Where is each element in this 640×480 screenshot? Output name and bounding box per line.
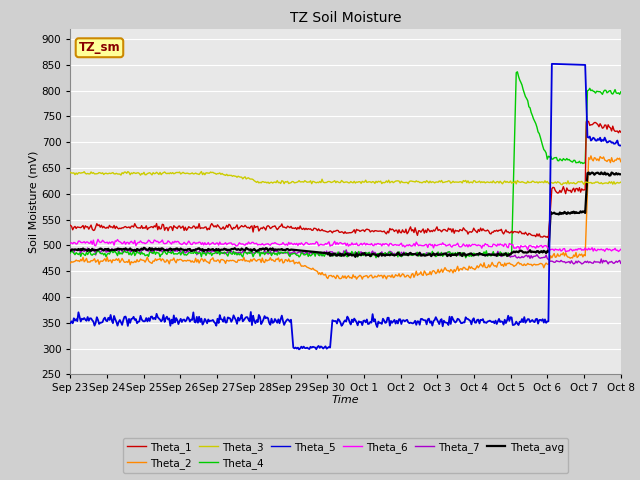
Line: Theta_2: Theta_2 bbox=[70, 156, 621, 279]
Theta_7 bbox=[376, 251, 383, 256]
Theta_7 bbox=[472, 252, 480, 258]
Theta_7 bbox=[84, 245, 92, 251]
Theta_7 bbox=[570, 261, 577, 267]
Theta_3 bbox=[239, 176, 246, 182]
Theta_4 bbox=[569, 159, 577, 165]
Theta_5 bbox=[376, 320, 383, 326]
Line: Theta_6: Theta_6 bbox=[70, 240, 621, 252]
Theta_1 bbox=[471, 228, 479, 233]
Theta_avg bbox=[351, 254, 359, 260]
Theta_5 bbox=[300, 344, 307, 349]
Theta_5 bbox=[548, 61, 556, 67]
X-axis label: Time: Time bbox=[332, 395, 360, 405]
Theta_6 bbox=[402, 243, 410, 249]
Theta_1 bbox=[67, 222, 74, 228]
Theta_6 bbox=[239, 241, 246, 247]
Theta_7 bbox=[568, 258, 575, 264]
Theta_avg bbox=[238, 246, 246, 252]
Theta_2 bbox=[472, 265, 480, 271]
Theta_avg bbox=[402, 252, 410, 257]
Line: Theta_4: Theta_4 bbox=[70, 72, 621, 258]
Theta_2 bbox=[376, 273, 383, 279]
Theta_avg bbox=[617, 171, 625, 177]
Theta_4 bbox=[462, 255, 470, 261]
Theta_6 bbox=[67, 240, 74, 246]
Theta_3 bbox=[402, 180, 410, 185]
Theta_7 bbox=[402, 251, 410, 257]
Line: Theta_1: Theta_1 bbox=[70, 121, 621, 238]
Line: Theta_7: Theta_7 bbox=[70, 248, 621, 264]
Theta_4 bbox=[238, 253, 246, 259]
Theta_6 bbox=[562, 249, 570, 254]
Theta_3 bbox=[300, 179, 307, 185]
Theta_2 bbox=[617, 159, 625, 165]
Y-axis label: Soil Moisture (mV): Soil Moisture (mV) bbox=[29, 150, 39, 253]
Theta_3 bbox=[617, 179, 625, 185]
Theta_2 bbox=[568, 255, 575, 261]
Theta_7 bbox=[300, 251, 307, 256]
Theta_2 bbox=[402, 274, 410, 280]
Text: TZ_sm: TZ_sm bbox=[79, 41, 120, 54]
Theta_3 bbox=[67, 169, 74, 175]
Theta_5 bbox=[472, 320, 480, 325]
Theta_6 bbox=[617, 246, 625, 252]
Theta_4 bbox=[472, 252, 480, 258]
Theta_4 bbox=[67, 250, 74, 256]
Theta_2 bbox=[353, 276, 360, 282]
Theta_1 bbox=[401, 229, 408, 235]
Theta_7 bbox=[617, 261, 625, 266]
Theta_avg bbox=[67, 248, 74, 253]
Theta_3 bbox=[376, 179, 383, 185]
Theta_4 bbox=[299, 250, 307, 256]
Theta_1 bbox=[584, 118, 591, 124]
Theta_avg bbox=[299, 248, 307, 253]
Line: Theta_3: Theta_3 bbox=[70, 171, 621, 185]
Theta_3 bbox=[558, 182, 566, 188]
Theta_6 bbox=[376, 241, 383, 247]
Theta_7 bbox=[67, 248, 74, 253]
Line: Theta_5: Theta_5 bbox=[70, 64, 621, 349]
Theta_3 bbox=[198, 168, 205, 174]
Theta_6 bbox=[472, 242, 480, 248]
Theta_5 bbox=[295, 347, 303, 352]
Theta_1 bbox=[568, 190, 575, 195]
Theta_5 bbox=[569, 61, 577, 67]
Theta_5 bbox=[617, 143, 625, 148]
Theta_6 bbox=[94, 237, 102, 242]
Theta_avg bbox=[597, 169, 605, 175]
Theta_avg bbox=[376, 252, 383, 257]
Theta_3 bbox=[569, 180, 577, 186]
Theta_5 bbox=[238, 312, 246, 318]
Theta_1 bbox=[299, 227, 307, 232]
Theta_2 bbox=[299, 263, 307, 269]
Theta_1 bbox=[238, 223, 246, 228]
Line: Theta_avg: Theta_avg bbox=[70, 172, 621, 257]
Theta_4 bbox=[617, 89, 625, 95]
Theta_4 bbox=[401, 252, 408, 258]
Theta_2 bbox=[238, 257, 246, 263]
Theta_3 bbox=[472, 180, 480, 185]
Theta_7 bbox=[239, 249, 246, 254]
Theta_6 bbox=[300, 242, 307, 248]
Theta_2 bbox=[587, 153, 595, 159]
Theta_6 bbox=[569, 248, 577, 254]
Theta_2 bbox=[67, 260, 74, 266]
Theta_4 bbox=[374, 251, 382, 256]
Legend: Theta_1, Theta_2, Theta_3, Theta_4, Theta_5, Theta_6, Theta_7, Theta_avg: Theta_1, Theta_2, Theta_3, Theta_4, Thet… bbox=[124, 437, 568, 473]
Theta_4 bbox=[513, 69, 521, 75]
Theta_5 bbox=[67, 320, 74, 326]
Theta_5 bbox=[402, 318, 410, 324]
Theta_avg bbox=[568, 209, 575, 215]
Title: TZ Soil Moisture: TZ Soil Moisture bbox=[290, 11, 401, 25]
Theta_1 bbox=[374, 228, 382, 234]
Theta_avg bbox=[472, 252, 480, 257]
Theta_1 bbox=[545, 235, 552, 240]
Theta_1 bbox=[617, 129, 625, 135]
